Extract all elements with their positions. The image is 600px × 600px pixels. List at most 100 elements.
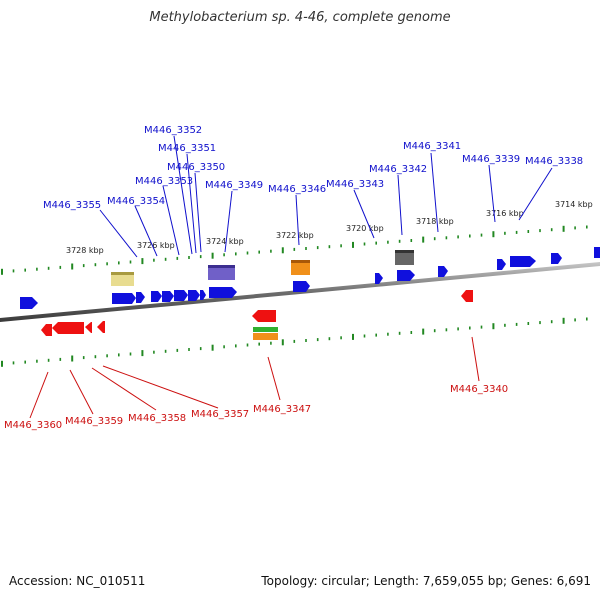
gene-arrow[interactable] [209,287,237,298]
feature-block-green[interactable] [253,327,278,332]
tick-mark [270,249,272,253]
tick-mark [340,244,342,248]
gene-arrow[interactable] [85,322,92,333]
tick-mark [469,326,471,330]
feature-block-gray[interactable] [395,252,414,265]
gene-label[interactable]: M446_3342 [369,164,427,175]
gene-arrow[interactable] [162,291,174,302]
tick-mark [36,359,38,363]
tick-mark [82,264,85,268]
kbp-label: 3714 kbp [555,200,593,209]
gene-label[interactable]: M446_3338 [525,156,583,167]
gene-arrow[interactable] [551,253,562,264]
feature-block-purple[interactable] [208,268,235,280]
tick-mark [211,252,214,259]
gene-label[interactable]: M446_3350 [167,162,225,173]
kbp-label: 3718 kbp [416,217,454,226]
gene-label[interactable]: M446_3359 [65,416,123,427]
gene-label[interactable]: M446_3358 [128,413,186,424]
feature-block-yellow[interactable] [111,275,134,286]
tick-mark [504,231,506,235]
gene-arrow[interactable] [438,266,448,277]
gene-label[interactable]: M446_3340 [450,384,508,395]
tick-mark [258,342,260,346]
gene-arrow[interactable] [97,321,105,333]
tick-mark [59,357,62,361]
tick-mark [305,339,307,342]
reverse-genes [41,290,473,336]
gene-arrow[interactable] [52,322,84,334]
gene-label[interactable]: M446_3352 [144,125,202,136]
tick-mark [422,328,425,335]
tick-mark [586,317,588,321]
gene-arrow[interactable] [375,273,383,284]
tick-mark [270,341,272,345]
gene-label[interactable]: M446_3341 [403,141,461,152]
gene-arrow[interactable] [136,292,145,303]
gene-label[interactable]: M446_3347 [253,404,311,415]
gene-arrow[interactable] [174,290,188,301]
gene-arrow[interactable] [188,290,200,301]
kbp-label: 3724 kbp [206,237,244,246]
tick-mark [1,360,3,367]
tick-mark [36,267,38,271]
tick-mark [433,329,436,333]
gene-arrow[interactable] [41,324,52,336]
tick-mark [422,236,425,243]
tick-mark [71,263,74,270]
tick-mark [94,263,97,267]
gene-label[interactable]: M446_3349 [205,180,263,191]
gene-arrow[interactable] [497,259,506,270]
gene-arrow[interactable] [252,310,276,322]
kbp-label: 3716 kbp [486,209,524,218]
feature-block-orange[interactable] [291,263,310,275]
tick-mark [246,251,249,255]
gene-arrow[interactable] [200,290,206,300]
gene-arrow[interactable] [510,256,536,267]
tick-mark [1,268,3,275]
gene-label[interactable]: M446_3339 [462,154,520,165]
tick-mark [457,327,459,331]
genome-summary: Topology: circular; Length: 7,659,055 bp… [261,574,591,588]
tick-mark [316,338,319,342]
gene-arrow[interactable] [461,290,473,302]
gene-label[interactable]: M446_3355 [43,200,101,211]
gene-label[interactable]: M446_3354 [107,196,165,207]
feature-block-orange-inner[interactable] [253,333,278,340]
tick-mark [164,257,167,261]
tick-mark [328,337,331,341]
gene-arrow[interactable] [397,270,415,281]
tick-mark [59,265,62,269]
tick-mark [141,258,144,265]
gene-label[interactable]: M446_3357 [191,409,249,420]
tick-mark [527,322,530,325]
gene-label[interactable]: M446_3353 [135,176,193,187]
gene-label[interactable]: M446_3346 [268,184,326,195]
tick-mark [550,228,553,232]
tick-mark [574,226,576,230]
gene-arrow[interactable] [293,281,310,292]
tick-mark [457,235,459,239]
tick-mark [281,339,284,346]
tick-mark [118,353,120,357]
tick-mark [363,242,366,246]
tick-mark [281,247,284,254]
tick-mark [433,237,436,241]
tick-mark [445,236,448,240]
accession-text: Accession: NC_010511 [9,574,146,588]
gene-label[interactable]: M446_3360 [4,420,62,431]
tick-mark [492,231,495,238]
gene-arrow[interactable] [112,293,136,304]
tick-mark [562,225,565,232]
tick-mark [527,230,530,233]
gene-arrow[interactable] [151,291,162,302]
gene-label[interactable]: M446_3343 [326,179,384,190]
tick-mark [375,241,377,245]
tick-mark [539,321,541,325]
tick-mark [12,361,15,365]
gene-arrow[interactable] [594,247,600,258]
gene-arrow[interactable] [20,297,38,309]
gene-label[interactable]: M446_3351 [158,143,216,154]
tick-mark [82,356,85,360]
tick-mark [387,332,389,336]
